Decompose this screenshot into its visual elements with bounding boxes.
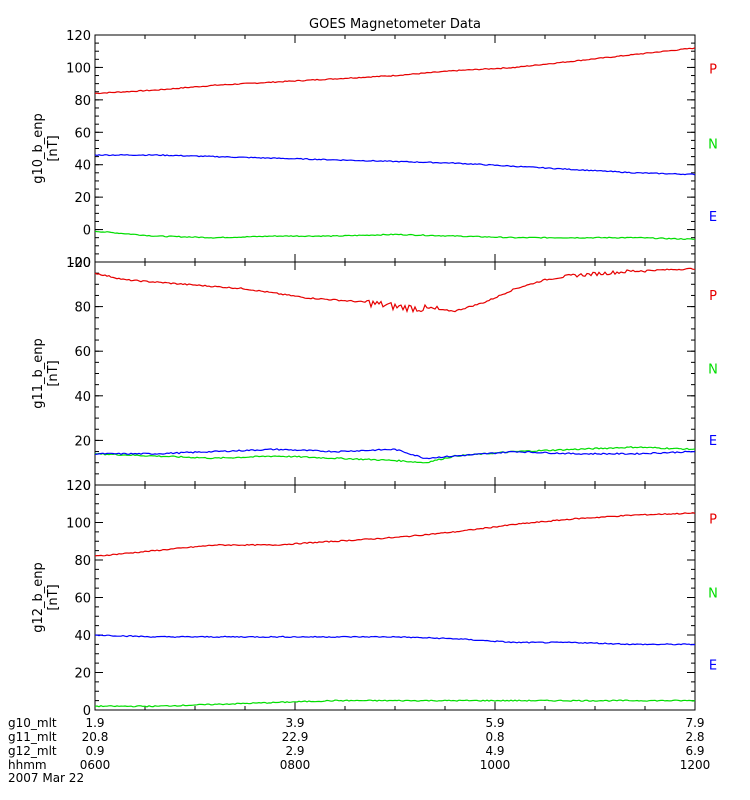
- panel-2-ytick-label: 60: [74, 345, 91, 360]
- panel-1-yunits: [nT]: [46, 135, 61, 161]
- panel-3-frame: [94, 484, 696, 711]
- bottom-row-value: 1.9: [85, 716, 104, 730]
- panel-3-ytick-label: 120: [66, 479, 91, 494]
- panel-1-ytick-label: 20: [74, 191, 91, 206]
- bottom-row-label-g11_mlt: g11_mlt: [8, 730, 57, 744]
- panel-2-ytick-label: 80: [74, 301, 91, 316]
- panel-3-series-N: [94, 699, 696, 708]
- panel-3-ytick-label: 20: [74, 667, 91, 682]
- panel-1-ytick-label: 80: [74, 94, 91, 109]
- panel-3-legend-N: N: [708, 587, 718, 602]
- panel-1-ytick-label: -20: [70, 256, 91, 271]
- bottom-row-value: 0800: [280, 758, 311, 772]
- panel-1-series-N: [94, 230, 695, 241]
- bottom-row-value: 7.9: [685, 716, 704, 730]
- bottom-row-value: 0.8: [485, 730, 504, 744]
- panel-2-ytick-label: 20: [74, 434, 91, 449]
- panel-1-ytick-label: 0: [83, 224, 91, 239]
- bottom-row-value: 5.9: [485, 716, 504, 730]
- chart-title: GOES Magnetometer Data: [309, 17, 481, 32]
- panel-1-ytick-label: 60: [74, 126, 91, 141]
- bottom-row-label-g10_mlt: g10_mlt: [8, 716, 57, 730]
- panel-3-ylabel: g12_b_enp: [31, 562, 46, 633]
- panel-1-ytick-label: 100: [66, 61, 91, 76]
- panel-1-ylabel: g10_b_enp: [31, 113, 46, 184]
- panel-1-series-P: [94, 47, 696, 95]
- panel-1-ytick-label: 120: [66, 29, 91, 44]
- panel-1-series-E: [94, 153, 696, 176]
- bottom-row-value: 20.8: [82, 730, 109, 744]
- panel-1-legend-E: E: [709, 210, 717, 225]
- panel-1-legend-N: N: [708, 138, 718, 153]
- bottom-row-value: 22.9: [282, 730, 309, 744]
- bottom-row-value: 1200: [680, 758, 711, 772]
- panel-2-series-P: [94, 267, 695, 314]
- panel-2-frame: [94, 261, 696, 486]
- panel-3-series-P: [94, 511, 696, 557]
- panel-3-ytick-label: 80: [74, 554, 91, 569]
- panel-1-frame: [94, 34, 696, 263]
- date-label: 2007 Mar 22: [8, 771, 84, 785]
- panel-3-ytick-label: 60: [74, 592, 91, 607]
- panel-3-ytick-label: 0: [83, 704, 91, 719]
- panel-3-ytick-label: 40: [74, 629, 91, 644]
- bottom-row-label-g12_mlt: g12_mlt: [8, 744, 57, 758]
- bottom-row-value: 1000: [480, 758, 511, 772]
- bottom-row-value: 0.9: [85, 744, 104, 758]
- panel-1-legend-P: P: [709, 63, 717, 78]
- panel-2-yunits: [nT]: [46, 360, 61, 386]
- panel-2-legend-P: P: [709, 289, 717, 304]
- panel-3-ytick-label: 100: [66, 517, 91, 532]
- panel-2-series-N: [94, 446, 696, 464]
- panel-2-ytick-label: 100: [66, 256, 91, 271]
- panel-3-legend-P: P: [709, 512, 717, 527]
- panel-3-series-E: [94, 634, 696, 646]
- bottom-row-value: 2.8: [685, 730, 704, 744]
- bottom-row-value: 4.9: [485, 744, 504, 758]
- panel-1-ytick-label: 40: [74, 159, 91, 174]
- bottom-row-label-hhmm: hhmm: [8, 758, 47, 772]
- panel-2-ytick-label: 0: [83, 479, 91, 494]
- panel-2-legend-E: E: [709, 434, 717, 449]
- panel-2-series-E: [94, 448, 696, 460]
- bottom-row-value: 6.9: [685, 744, 704, 758]
- bottom-row-value: 3.9: [285, 716, 304, 730]
- panel-3-yunits: [nT]: [46, 584, 61, 610]
- panel-2-ytick-label: 40: [74, 390, 91, 405]
- panel-2-ylabel: g11_b_enp: [31, 338, 46, 409]
- bottom-row-value: 0600: [80, 758, 111, 772]
- panel-3-legend-E: E: [709, 659, 717, 674]
- bottom-row-value: 2.9: [285, 744, 304, 758]
- panel-2-legend-N: N: [708, 363, 718, 378]
